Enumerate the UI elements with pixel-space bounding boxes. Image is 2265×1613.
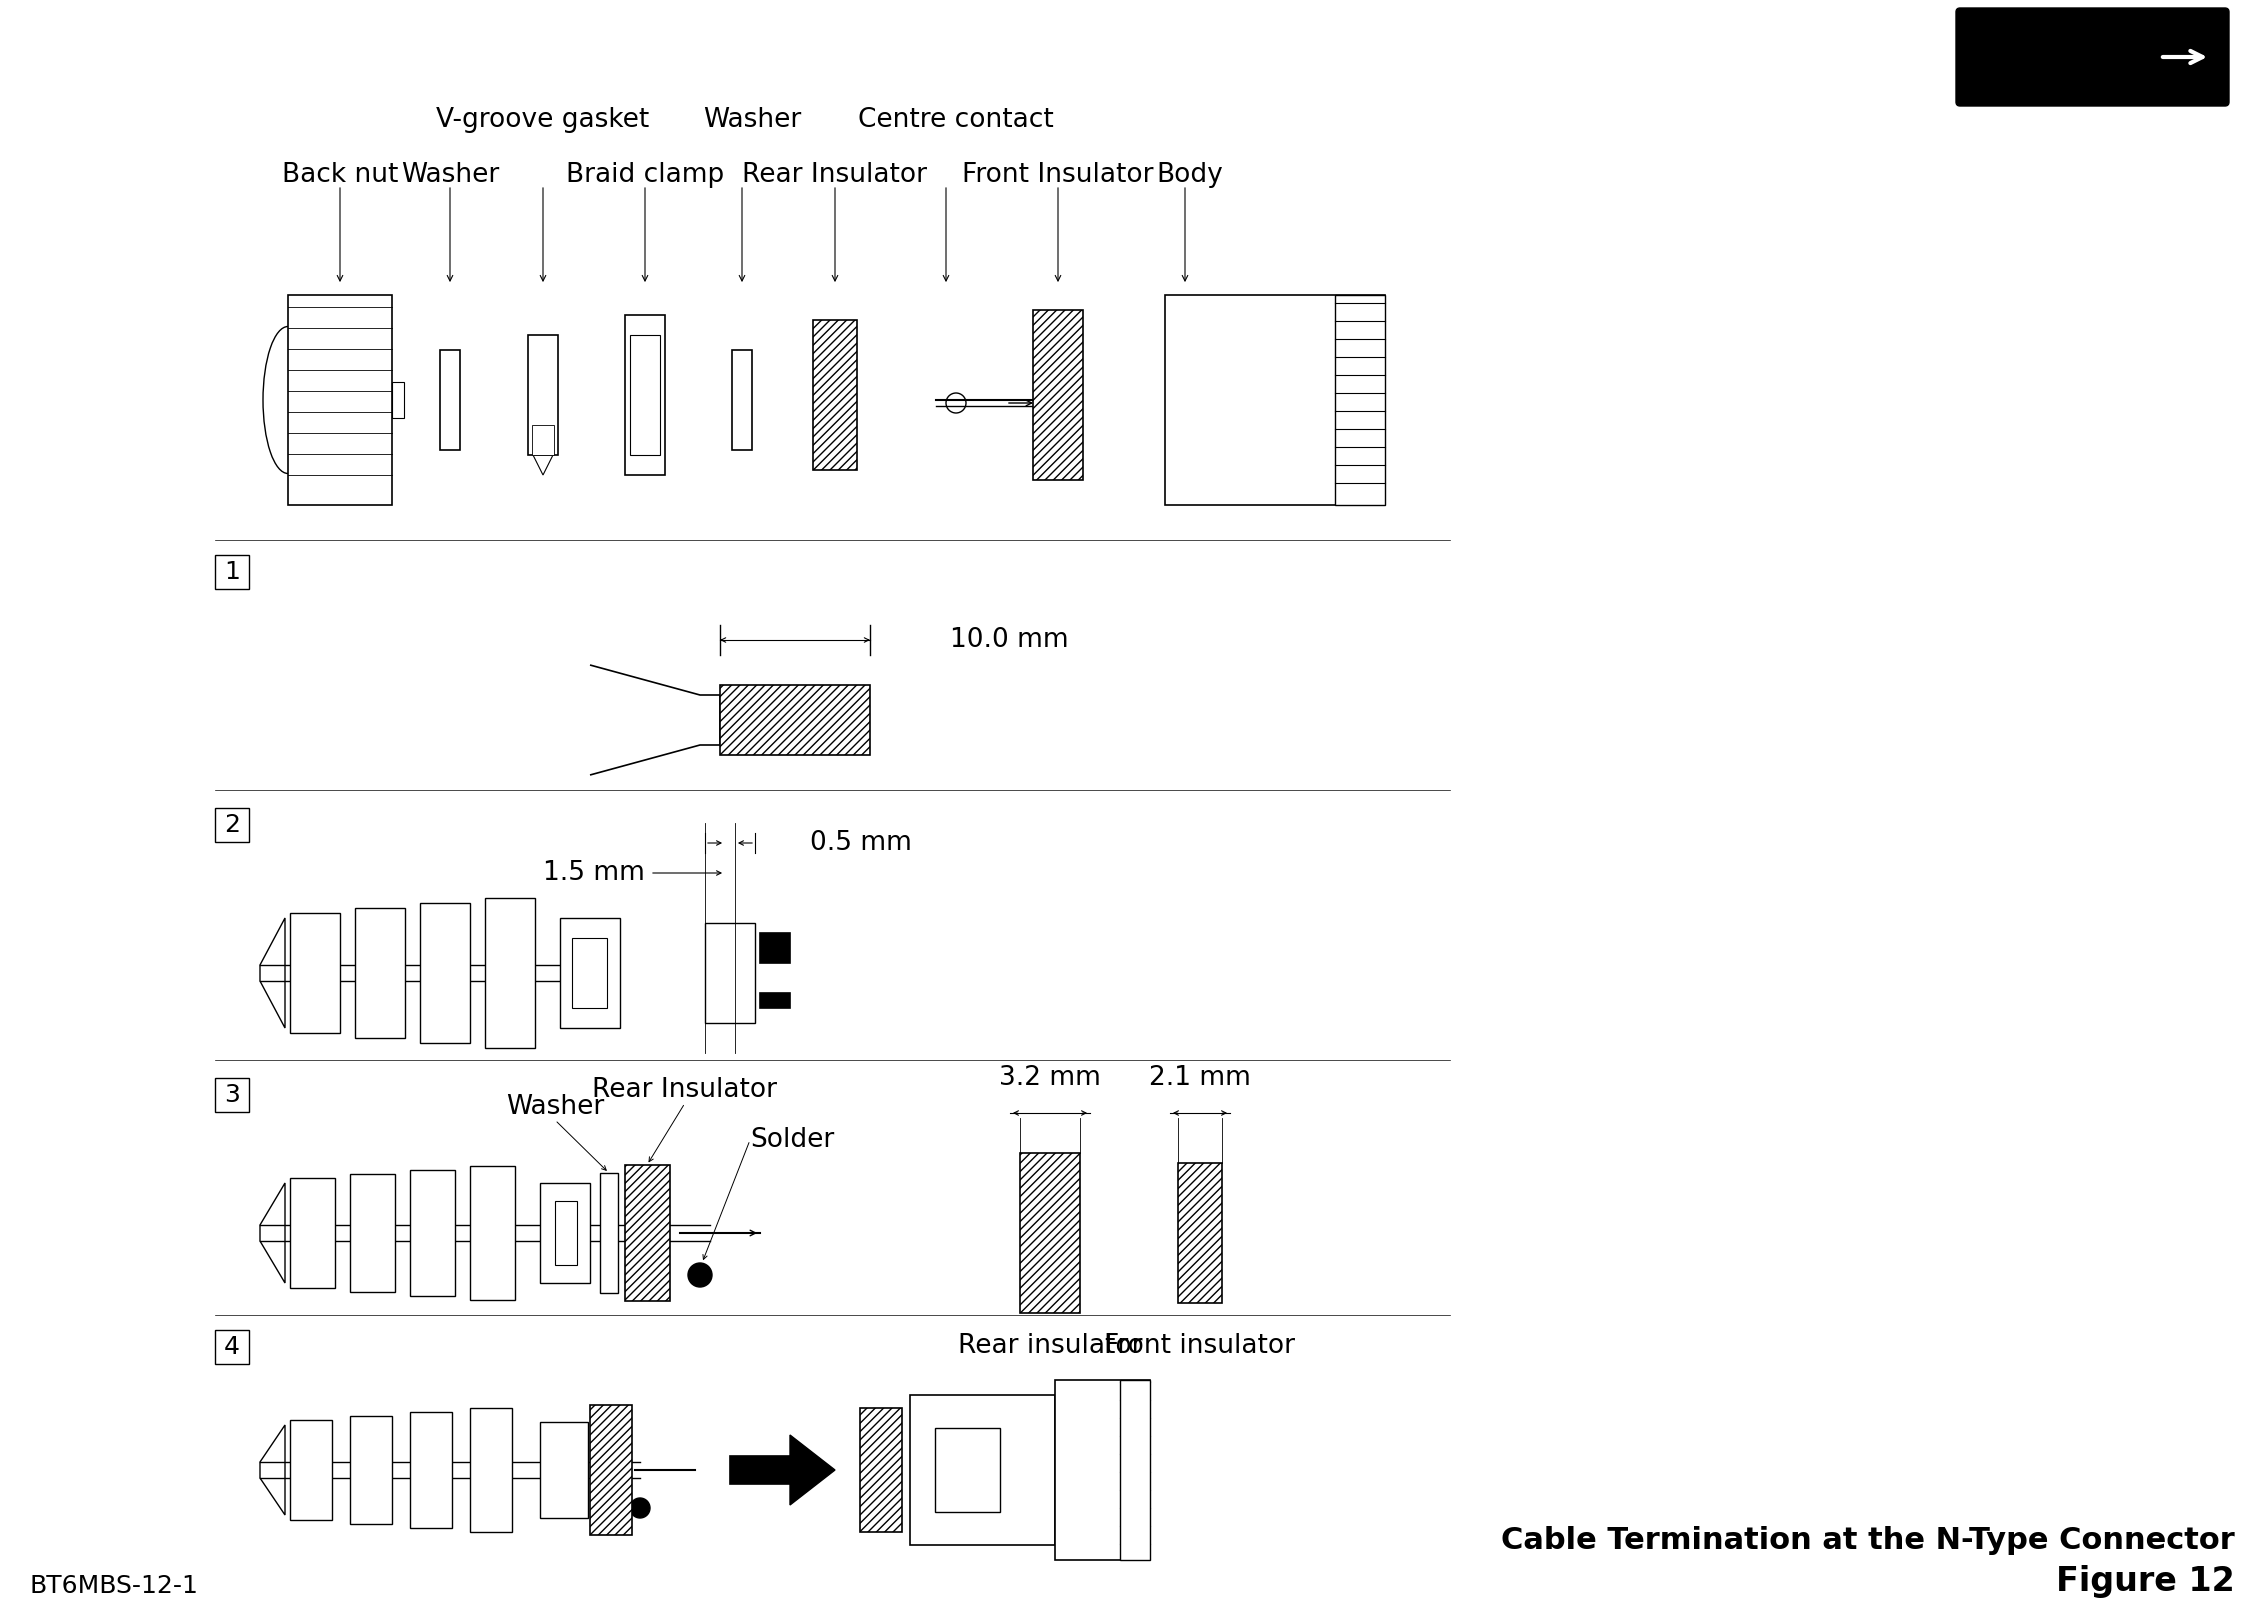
Bar — [861, 1408, 901, 1532]
Bar — [539, 1423, 589, 1518]
Bar — [625, 315, 666, 474]
Bar — [935, 1428, 1001, 1511]
Bar — [528, 336, 557, 455]
Text: 2: 2 — [224, 813, 240, 837]
Text: 1.5 mm: 1.5 mm — [544, 860, 646, 886]
Bar — [1164, 295, 1384, 505]
Text: Front insulator: Front insulator — [1105, 1332, 1296, 1360]
Text: Rear Insulator: Rear Insulator — [743, 161, 926, 189]
Bar — [1019, 1153, 1080, 1313]
Text: Washer: Washer — [505, 1094, 605, 1119]
Bar — [1119, 1381, 1151, 1560]
Bar — [290, 1419, 333, 1519]
Bar — [704, 923, 754, 1023]
Bar — [1334, 295, 1384, 505]
Bar — [761, 994, 790, 1008]
Bar — [813, 319, 856, 469]
Circle shape — [689, 1263, 711, 1287]
Bar — [539, 1182, 589, 1282]
Bar — [1055, 1381, 1151, 1560]
Text: 1: 1 — [224, 560, 240, 584]
FancyBboxPatch shape — [1957, 8, 2229, 106]
Bar — [555, 1202, 578, 1265]
Text: 10.0 mm: 10.0 mm — [949, 627, 1069, 653]
Bar — [356, 908, 405, 1039]
Bar — [290, 913, 340, 1032]
Bar — [419, 903, 471, 1044]
Circle shape — [947, 394, 965, 413]
Bar — [290, 1177, 335, 1289]
Polygon shape — [260, 1424, 285, 1515]
Text: Washer: Washer — [702, 106, 802, 132]
Text: 2.1 mm: 2.1 mm — [1148, 1065, 1250, 1090]
Bar — [351, 1416, 392, 1524]
Circle shape — [630, 1498, 650, 1518]
Bar — [600, 1173, 618, 1294]
Bar — [1033, 310, 1083, 481]
Text: Solder: Solder — [750, 1127, 834, 1153]
Bar — [911, 1395, 1055, 1545]
Text: Cable Termination at the N-Type Connector: Cable Termination at the N-Type Connecto… — [1502, 1526, 2236, 1555]
Text: PAE: PAE — [1980, 23, 2131, 92]
Text: V-groove gasket: V-groove gasket — [437, 106, 650, 132]
Bar — [288, 295, 392, 505]
Bar — [215, 555, 249, 589]
Text: BT6MBS-12-1: BT6MBS-12-1 — [29, 1574, 199, 1598]
Bar — [761, 932, 790, 963]
Bar — [729, 1457, 790, 1484]
Bar — [1178, 1163, 1223, 1303]
Text: Back nut: Back nut — [281, 161, 399, 189]
Text: Front Insulator: Front Insulator — [963, 161, 1153, 189]
Text: Figure 12: Figure 12 — [2057, 1565, 2236, 1598]
Bar — [392, 382, 403, 418]
Text: 3: 3 — [224, 1082, 240, 1107]
Text: 0.5 mm: 0.5 mm — [811, 831, 913, 857]
Text: 3.2 mm: 3.2 mm — [999, 1065, 1101, 1090]
Text: Rear Insulator: Rear Insulator — [593, 1077, 777, 1103]
Bar — [625, 1165, 670, 1302]
Polygon shape — [260, 918, 285, 1027]
Bar — [732, 350, 752, 450]
Bar — [471, 1408, 512, 1532]
Polygon shape — [532, 455, 553, 474]
Bar — [410, 1169, 455, 1295]
Bar — [471, 1166, 514, 1300]
Bar — [589, 1405, 632, 1536]
Bar — [573, 939, 607, 1008]
Bar — [215, 808, 249, 842]
Bar — [559, 918, 621, 1027]
Bar — [215, 1331, 249, 1365]
Bar — [410, 1411, 453, 1528]
Bar — [215, 1077, 249, 1111]
Bar — [532, 424, 555, 455]
Bar — [351, 1174, 394, 1292]
Text: Centre contact: Centre contact — [858, 106, 1053, 132]
Text: Body: Body — [1157, 161, 1223, 189]
Polygon shape — [260, 1182, 285, 1282]
Text: Rear insulator: Rear insulator — [958, 1332, 1142, 1360]
Text: Braid clamp: Braid clamp — [566, 161, 725, 189]
Bar — [630, 336, 659, 455]
Bar — [720, 686, 870, 755]
Bar — [485, 898, 535, 1048]
Text: Washer: Washer — [401, 161, 498, 189]
Text: 4: 4 — [224, 1336, 240, 1360]
Polygon shape — [790, 1436, 836, 1505]
Bar — [439, 350, 460, 450]
